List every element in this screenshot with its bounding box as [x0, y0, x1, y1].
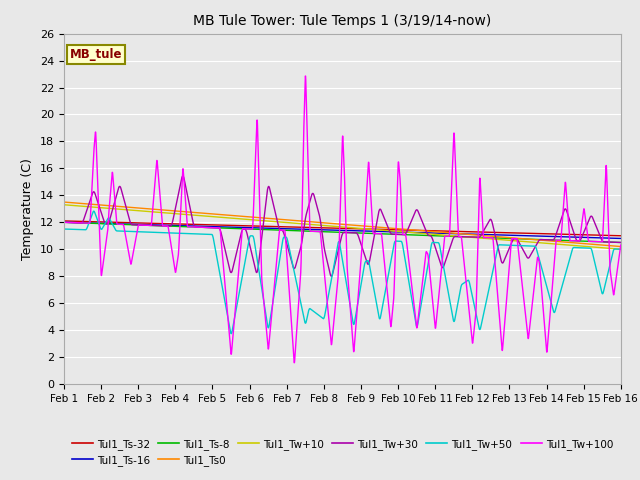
- Tul1_Ts-16: [298, 226, 305, 232]
- Tul1_Tw+100: [274, 248, 282, 254]
- Line: Tul1_Tw+30: Tul1_Tw+30: [64, 176, 621, 276]
- Tul1_Tw+100: [157, 199, 164, 205]
- Tul1_Ts-32: [617, 233, 625, 239]
- Tul1_Ts-32: [124, 220, 131, 226]
- Tul1_Ts-32: [60, 218, 68, 224]
- Tul1_Ts-16: [617, 236, 625, 241]
- Tul1_Tw+50: [157, 229, 164, 235]
- Tul1_Tw+100: [547, 309, 554, 315]
- Tul1_Tw+10: [546, 240, 554, 246]
- Tul1_Tw+50: [617, 246, 625, 252]
- Tul1_Tw+50: [227, 331, 235, 336]
- Tul1_Ts0: [617, 244, 625, 250]
- Tul1_Ts0: [157, 207, 164, 213]
- Tul1_Tw+30: [274, 220, 282, 226]
- Tul1_Tw+100: [617, 242, 625, 248]
- Tul1_Ts-8: [157, 223, 164, 228]
- Tul1_Tw+100: [291, 360, 298, 366]
- Tul1_Ts-8: [606, 239, 614, 245]
- Tul1_Ts-8: [298, 228, 305, 234]
- Tul1_Ts-8: [617, 240, 625, 245]
- Tul1_Tw+100: [124, 243, 131, 249]
- Tul1_Tw+100: [606, 268, 614, 274]
- Line: Tul1_Tw+10: Tul1_Tw+10: [64, 205, 621, 249]
- Tul1_Tw+10: [617, 246, 625, 252]
- Line: Tul1_Ts-8: Tul1_Ts-8: [64, 222, 621, 242]
- Tul1_Ts-16: [274, 226, 282, 231]
- Tul1_Tw+50: [606, 261, 614, 266]
- Tul1_Tw+30: [298, 239, 306, 245]
- Tul1_Tw+30: [157, 223, 164, 228]
- Legend: Tul1_Ts-32, Tul1_Ts-16, Tul1_Ts-8, Tul1_Ts0, Tul1_Tw+10, Tul1_Tw+30, Tul1_Tw+50,: Tul1_Ts-32, Tul1_Ts-16, Tul1_Ts-8, Tul1_…: [68, 435, 617, 470]
- Tul1_Tw+30: [328, 273, 335, 279]
- Tul1_Ts-32: [274, 224, 282, 229]
- Text: MB_tule: MB_tule: [70, 48, 122, 60]
- Tul1_Tw+30: [60, 219, 68, 225]
- Tul1_Tw+10: [274, 219, 282, 225]
- Tul1_Ts-32: [546, 231, 554, 237]
- Tul1_Tw+30: [124, 210, 131, 216]
- Tul1_Tw+10: [60, 202, 68, 208]
- Tul1_Tw+30: [547, 237, 554, 243]
- Tul1_Tw+50: [274, 267, 282, 273]
- Tul1_Ts-32: [157, 221, 164, 227]
- Line: Tul1_Tw+50: Tul1_Tw+50: [64, 211, 621, 334]
- Tul1_Ts-8: [60, 219, 68, 225]
- Tul1_Ts0: [298, 218, 305, 224]
- Tul1_Ts-8: [274, 227, 282, 233]
- Tul1_Tw+100: [298, 223, 306, 229]
- Tul1_Tw+50: [298, 306, 306, 312]
- Tul1_Ts-16: [157, 222, 164, 228]
- Tul1_Tw+30: [617, 240, 625, 245]
- Tul1_Tw+50: [60, 226, 68, 232]
- Y-axis label: Temperature (C): Temperature (C): [22, 158, 35, 260]
- Tul1_Ts0: [546, 238, 554, 244]
- Tul1_Tw+10: [298, 221, 305, 227]
- Tul1_Ts0: [60, 199, 68, 205]
- Tul1_Ts0: [274, 216, 282, 222]
- Tul1_Ts-8: [546, 237, 554, 243]
- Tul1_Tw+10: [124, 207, 131, 213]
- Tul1_Tw+100: [60, 219, 68, 225]
- Tul1_Tw+10: [606, 245, 614, 251]
- Title: MB Tule Tower: Tule Temps 1 (3/19/14-now): MB Tule Tower: Tule Temps 1 (3/19/14-now…: [193, 14, 492, 28]
- Tul1_Tw+30: [606, 239, 614, 245]
- Tul1_Tw+50: [124, 228, 132, 234]
- Line: Tul1_Ts-32: Tul1_Ts-32: [64, 221, 621, 236]
- Tul1_Tw+30: [179, 173, 187, 179]
- Tul1_Ts-16: [124, 221, 131, 227]
- Tul1_Ts-16: [606, 235, 614, 241]
- Tul1_Ts-16: [546, 233, 554, 239]
- Line: Tul1_Ts-16: Tul1_Ts-16: [64, 222, 621, 239]
- Tul1_Ts-8: [124, 222, 131, 228]
- Tul1_Tw+100: [301, 73, 309, 79]
- Line: Tul1_Ts0: Tul1_Ts0: [64, 202, 621, 247]
- Tul1_Ts0: [124, 204, 131, 210]
- Tul1_Ts-32: [298, 224, 305, 230]
- Line: Tul1_Tw+100: Tul1_Tw+100: [64, 76, 621, 363]
- Tul1_Tw+10: [157, 210, 164, 216]
- Tul1_Ts0: [606, 243, 614, 249]
- Tul1_Tw+50: [547, 297, 554, 302]
- Tul1_Ts-32: [606, 233, 614, 239]
- Tul1_Ts-16: [60, 219, 68, 225]
- Tul1_Tw+50: [90, 208, 97, 214]
